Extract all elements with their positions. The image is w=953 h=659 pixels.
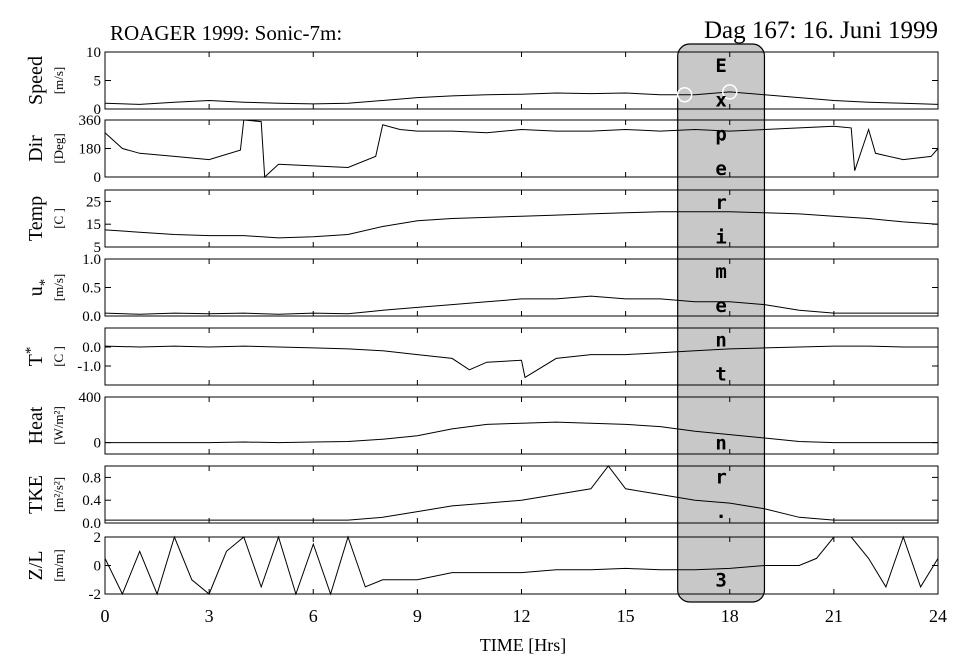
experiment-letter: i	[715, 227, 726, 249]
y-tick-label: 10	[86, 45, 101, 61]
panel-unit: [W/m²]	[51, 406, 66, 445]
y-tick-label: 0.0	[82, 516, 101, 532]
series-line-zl	[104, 535, 939, 596]
x-axis-label: TIME [Hrs]	[480, 635, 566, 655]
y-tick-label: 0.4	[82, 493, 101, 509]
experiment-letter: r	[715, 192, 726, 214]
panel-unit: [m/m]	[51, 549, 66, 582]
y-tick-label: 25	[86, 194, 101, 210]
y-tick-label: 0	[94, 559, 102, 575]
panel-temp: 5 15 25 Temp [C ]	[25, 189, 939, 256]
panel-label: Heat	[25, 406, 47, 444]
chart-subtitle: Dag 167: 16. Juni 1999	[704, 17, 938, 44]
panel-unit: [m/s]	[51, 67, 66, 94]
panel-label: Speed	[25, 56, 47, 105]
x-tick-label: 18	[721, 606, 739, 626]
experiment-letter: t	[715, 364, 726, 386]
experiment-letter: e	[715, 295, 726, 317]
panel-label: u*	[25, 279, 53, 297]
series-line-heat	[105, 421, 938, 444]
y-tick-label: 15	[86, 217, 101, 233]
panel-unit: [Deg]	[51, 133, 66, 163]
experiment-highlight	[677, 43, 766, 603]
y-tick-label: 0.8	[82, 470, 101, 486]
panel-frame	[104, 536, 939, 595]
panel-tstar: -1.0 0.0 T* [C ]	[23, 327, 939, 386]
experiment-letter: n	[715, 432, 726, 454]
y-tick-label: 0.5	[82, 281, 101, 297]
series-line-temp	[104, 211, 939, 239]
panel-label: T*	[23, 347, 47, 367]
y-tick-label: 2	[94, 530, 102, 546]
y-tick-label: -2	[89, 587, 102, 603]
panel-frame	[104, 119, 939, 178]
y-tick-label: 360	[79, 113, 102, 129]
experiment-letter: x	[715, 89, 726, 111]
x-tick-label: 21	[825, 606, 843, 626]
experiment-letter: r	[715, 467, 726, 489]
series-line-speed	[104, 91, 939, 105]
y-tick-label: 0.0	[82, 309, 101, 325]
experiment-letter: .	[715, 501, 726, 523]
panel-label: TKE	[25, 475, 47, 514]
x-axis: 0 3 6 9 12 15 18 21 24	[101, 606, 948, 626]
series-line-ustar	[104, 295, 938, 315]
y-tick-label: 0	[94, 436, 102, 452]
experiment-letter: m	[715, 261, 726, 283]
experiment-letter: p	[715, 124, 726, 146]
panel-ustar: 0.0 0.5 1.0 u*[m/s]	[25, 252, 939, 325]
series-line-tstar	[104, 345, 938, 379]
panel-unit: [C ]	[51, 208, 66, 229]
panel-label: Z/L	[25, 551, 47, 581]
panel-frame	[104, 258, 939, 317]
experiment-letter: e	[715, 158, 726, 180]
panel-frame	[104, 189, 939, 248]
series-line-dir	[104, 119, 939, 179]
panel-frame	[104, 396, 939, 455]
experiment-letter: 3	[715, 570, 726, 592]
panel-unit: [m²/s²]	[51, 477, 66, 512]
y-tick-label: 180	[79, 142, 102, 158]
panel-heat: 0 400 Heat [W/m²]	[25, 390, 939, 455]
marker-circle	[676, 87, 693, 103]
y-tick-label: 1.0	[82, 252, 101, 268]
x-tick-label: 6	[309, 606, 318, 626]
panel-label: Temp	[25, 196, 47, 241]
series-line-tke	[105, 465, 938, 521]
panel-unit: [C ]	[51, 346, 66, 367]
panel-zl: -2 0 2 Z/L [m/m]	[25, 530, 939, 603]
panel-frame	[104, 51, 939, 110]
y-tick-label: 0	[94, 170, 102, 186]
panel-frame	[104, 327, 939, 386]
y-tick-label: 400	[79, 390, 102, 406]
experiment-letter: n	[715, 329, 726, 351]
x-tick-label: 3	[205, 606, 214, 626]
x-tick-label: 0	[101, 606, 110, 626]
panel-label: Dir	[25, 135, 47, 162]
x-tick-label: 15	[617, 606, 635, 626]
x-tick-label: 9	[413, 606, 422, 626]
panel-dir: 0 180 360 Dir [Deg]	[25, 113, 939, 186]
y-tick-label: 5	[94, 240, 102, 256]
x-tick-label: 24	[929, 606, 947, 626]
experiment-letter: E	[715, 55, 726, 77]
x-tick-label: 12	[513, 606, 531, 626]
panel-unit: [m/s]	[51, 274, 66, 301]
chart-title: ROAGER 1999: Sonic-7m:	[110, 21, 342, 45]
y-tick-label: 0	[94, 102, 102, 118]
marker-circle	[722, 84, 738, 100]
y-tick-label: 5	[94, 74, 102, 90]
panel-frame	[104, 465, 939, 524]
y-tick-label: 0.0	[82, 340, 101, 356]
y-tick-label: -1.0	[77, 359, 101, 375]
panel-speed: 0 5 10 Speed [m/s]	[25, 45, 939, 118]
experiment-band	[677, 43, 766, 603]
panel-tke: 0.0 0.4 0.8 TKE [m²/s²]	[25, 465, 939, 532]
